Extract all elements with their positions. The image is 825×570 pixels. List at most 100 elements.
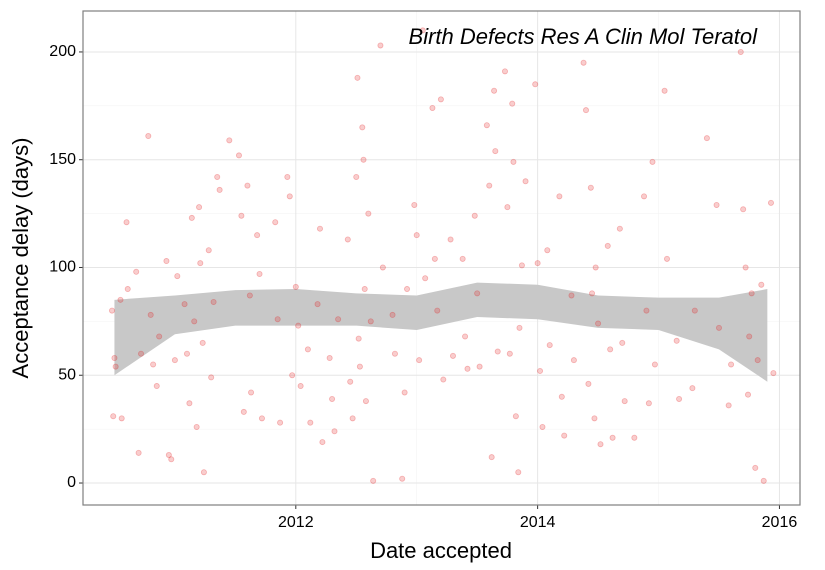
point	[546, 342, 553, 349]
point	[737, 48, 744, 55]
point	[165, 451, 172, 458]
point	[289, 372, 296, 379]
point	[244, 182, 251, 189]
point	[589, 290, 596, 297]
point	[673, 337, 680, 344]
point	[422, 275, 429, 282]
point	[561, 432, 568, 439]
point	[728, 361, 735, 368]
point	[355, 335, 362, 342]
point	[208, 374, 215, 381]
point	[570, 357, 577, 364]
point	[210, 298, 217, 305]
point	[509, 100, 516, 107]
point	[359, 124, 366, 131]
point	[183, 350, 190, 357]
point	[745, 391, 752, 398]
y-axis-title: Acceptance delay (days)	[8, 138, 33, 379]
point	[760, 477, 767, 484]
point	[360, 156, 367, 163]
point	[649, 158, 656, 165]
point	[110, 413, 117, 420]
point	[297, 383, 304, 390]
point	[254, 232, 261, 239]
point	[510, 158, 517, 165]
point	[568, 292, 575, 299]
point	[156, 333, 163, 340]
point	[725, 402, 732, 409]
point	[609, 434, 616, 441]
point	[691, 307, 698, 314]
point	[319, 439, 326, 446]
point	[522, 178, 529, 185]
point	[316, 225, 323, 232]
x-tick-label: 2016	[762, 514, 798, 531]
point	[419, 27, 426, 34]
annotation: Birth Defects Res A Clin Mol Teratol	[409, 24, 759, 49]
point	[585, 380, 592, 387]
point	[676, 395, 683, 402]
y-tick-label: 200	[49, 43, 76, 60]
point	[746, 333, 753, 340]
point	[199, 339, 206, 346]
point	[506, 350, 513, 357]
point	[329, 395, 336, 402]
point	[440, 376, 447, 383]
point	[197, 260, 204, 267]
point	[411, 201, 418, 208]
point	[307, 419, 314, 426]
point	[607, 346, 614, 353]
point	[512, 413, 519, 420]
point	[742, 264, 749, 271]
point	[314, 301, 321, 308]
point	[544, 247, 551, 254]
panel-border	[82, 10, 801, 506]
point	[389, 311, 396, 318]
point	[595, 320, 602, 327]
point	[304, 346, 311, 353]
point	[645, 400, 652, 407]
point	[532, 81, 539, 88]
y-tick-label: 100	[49, 259, 76, 276]
point	[558, 393, 565, 400]
point	[238, 212, 245, 219]
point	[401, 389, 408, 396]
point	[326, 355, 333, 362]
point	[616, 225, 623, 232]
point	[292, 283, 299, 290]
point	[713, 201, 720, 208]
point	[431, 255, 438, 262]
point	[188, 214, 195, 221]
point	[715, 324, 722, 331]
y-tick-label: 0	[67, 474, 76, 491]
point	[663, 255, 670, 262]
point	[494, 348, 501, 355]
point	[186, 400, 193, 407]
point	[256, 270, 263, 277]
point	[145, 133, 152, 140]
point	[117, 296, 124, 303]
point	[429, 104, 436, 111]
point	[111, 355, 118, 362]
point	[621, 398, 628, 405]
point	[171, 357, 178, 364]
point	[492, 148, 499, 155]
x-tick-label: 2014	[520, 514, 556, 531]
point	[703, 135, 710, 142]
point	[295, 322, 302, 329]
point	[447, 236, 454, 243]
point	[163, 258, 170, 265]
point	[379, 264, 386, 271]
point	[347, 378, 354, 385]
point	[483, 122, 490, 129]
point	[258, 415, 265, 422]
point	[235, 152, 242, 159]
point	[604, 242, 611, 249]
point	[109, 307, 116, 314]
point	[434, 307, 441, 314]
point	[367, 318, 374, 325]
point	[196, 204, 203, 211]
point	[248, 389, 255, 396]
point	[515, 469, 522, 476]
